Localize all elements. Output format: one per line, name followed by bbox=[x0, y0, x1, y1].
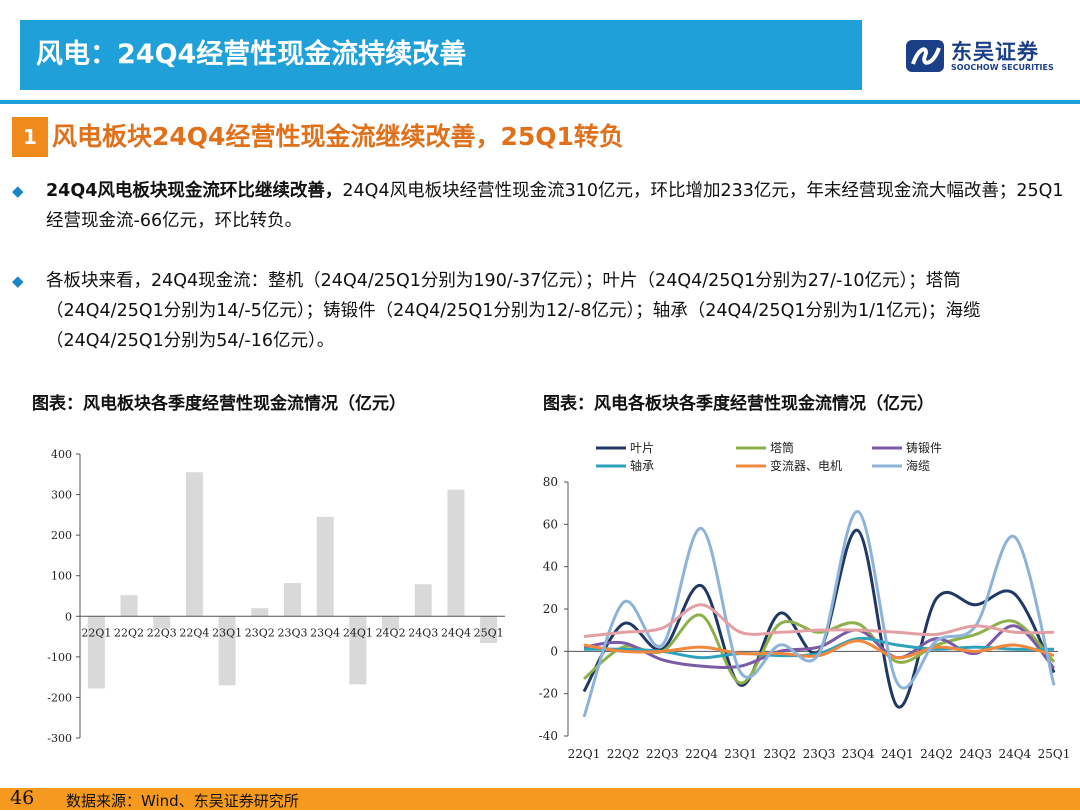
x-tick-label: 24Q1 bbox=[343, 626, 373, 639]
x-tick-label: 24Q4 bbox=[441, 626, 471, 639]
bullet-1: ◆ 24Q4风电板块现金流环比继续改善，24Q4风电板块经营性现金流310亿元，… bbox=[12, 176, 1072, 236]
legend-label: 海缆 bbox=[906, 458, 930, 473]
bar-23Q1 bbox=[218, 616, 236, 686]
x-tick-label: 22Q2 bbox=[114, 626, 144, 639]
x-tick-label: 22Q3 bbox=[147, 626, 177, 639]
y-tick-label: 200 bbox=[51, 529, 72, 542]
x-tick-label: 25Q1 bbox=[1038, 747, 1071, 761]
x-tick-label: 25Q1 bbox=[474, 626, 504, 639]
bullet-2-text: 各板块来看，24Q4现金流：整机（24Q4/25Q1分别为190/-37亿元）；… bbox=[46, 266, 1072, 356]
footer-bar bbox=[0, 788, 1080, 810]
brand-logo: 东吴证券 SOOCHOW SECURITIES bbox=[905, 36, 1065, 76]
x-tick-label: 23Q3 bbox=[277, 626, 307, 639]
diamond-bullet-icon: ◆ bbox=[12, 272, 24, 290]
x-tick-label: 23Q3 bbox=[803, 747, 836, 761]
data-source: 数据来源：Wind、东吴证券研究所 bbox=[66, 792, 299, 810]
diamond-bullet-icon: ◆ bbox=[12, 182, 24, 200]
bar-24Q2 bbox=[382, 616, 400, 630]
y-tick-label: -100 bbox=[47, 651, 72, 664]
legend-label: 变流器、电机 bbox=[770, 458, 842, 473]
x-tick-label: 24Q2 bbox=[920, 747, 953, 761]
x-tick-label: 23Q1 bbox=[212, 626, 242, 639]
bar-24Q1 bbox=[349, 616, 367, 685]
x-tick-label: 24Q3 bbox=[959, 747, 992, 761]
legend-label: 叶片 bbox=[630, 441, 654, 455]
y-tick-label: -40 bbox=[539, 729, 558, 743]
legend-label: 轴承 bbox=[630, 458, 654, 473]
x-tick-label: 22Q3 bbox=[646, 747, 679, 761]
y-tick-label: -200 bbox=[47, 691, 72, 704]
bar-22Q2 bbox=[120, 595, 138, 617]
bar-24Q4 bbox=[447, 489, 465, 617]
x-tick-label: 22Q2 bbox=[607, 747, 640, 761]
bullet-2-body: 各板块来看，24Q4现金流：整机（24Q4/25Q1分别为190/-37亿元）；… bbox=[46, 271, 981, 351]
y-tick-label: 300 bbox=[51, 489, 72, 502]
x-tick-label: 24Q1 bbox=[881, 747, 914, 761]
y-tick-label: 0 bbox=[65, 610, 72, 623]
header-divider bbox=[0, 100, 1080, 104]
x-tick-label: 24Q4 bbox=[998, 747, 1031, 761]
x-tick-label: 23Q1 bbox=[724, 747, 757, 761]
title-bar: 风电：24Q4经营性现金流持续改善 bbox=[20, 20, 862, 90]
logo-text-cn: 东吴证券 bbox=[951, 40, 1039, 64]
y-tick-label: 60 bbox=[543, 517, 558, 531]
bar-22Q1 bbox=[87, 616, 105, 689]
right-chart-title: 图表：风电各板块各季度经营性现金流情况（亿元） bbox=[543, 394, 934, 414]
bar-23Q4 bbox=[316, 516, 334, 617]
section-number: 1 bbox=[12, 117, 48, 157]
y-tick-label: 80 bbox=[543, 475, 558, 489]
bar-25Q1 bbox=[480, 616, 498, 644]
x-tick-label: 22Q1 bbox=[81, 626, 111, 639]
legend-label: 铸锻件 bbox=[906, 440, 942, 455]
y-tick-label: 100 bbox=[51, 570, 72, 583]
line-chart: -40 -20 0 20 40 60 80 22Q1 22Q2 22Q3 22Q4 23Q1 23Q2 2… bbox=[539, 440, 1071, 761]
bar-22Q3 bbox=[153, 616, 171, 629]
bar-23Q3 bbox=[284, 583, 301, 617]
y-tick-label: 20 bbox=[543, 602, 558, 616]
x-tick-label: 22Q1 bbox=[568, 747, 601, 761]
x-tick-label: 23Q2 bbox=[245, 626, 275, 639]
x-tick-label: 23Q4 bbox=[310, 626, 340, 639]
x-tick-label: 22Q4 bbox=[685, 747, 718, 761]
x-tick-label: 23Q4 bbox=[842, 747, 875, 761]
left-chart-title: 图表：风电板块各季度经营性现金流情况（亿元） bbox=[32, 394, 406, 414]
bullet-1-bold: 24Q4风电板块现金流环比继续改善， bbox=[46, 181, 343, 201]
page-title: 风电：24Q4经营性现金流持续改善 bbox=[36, 39, 467, 70]
x-tick-label: 23Q2 bbox=[763, 747, 796, 761]
x-tick-label: 24Q2 bbox=[376, 626, 406, 639]
bar-24Q3 bbox=[414, 584, 432, 617]
logo-text-en: SOOCHOW SECURITIES bbox=[951, 63, 1054, 72]
x-tick-label: 22Q4 bbox=[179, 626, 209, 639]
bar-chart: -300 -200 -100 0 100 200 300 400 22Q1 22Q2 22Q3 22Q… bbox=[47, 448, 505, 745]
x-tick-label: 24Q3 bbox=[408, 626, 438, 639]
series-line-6 bbox=[582, 510, 1056, 718]
y-tick-label: -20 bbox=[539, 687, 558, 701]
logo-mark-icon bbox=[906, 40, 944, 72]
page-number: 46 bbox=[10, 787, 35, 809]
section-title: 风电板块24Q4经营性现金流继续改善，25Q1转负 bbox=[52, 122, 624, 151]
y-tick-label: 400 bbox=[51, 448, 72, 461]
bullet-1-body: 24Q4风电板块经营性现金流310亿元，环比增加233亿元，年末经营现金流大幅改… bbox=[46, 181, 1064, 231]
bar-22Q4 bbox=[185, 472, 203, 617]
legend-label: 塔筒 bbox=[770, 440, 794, 455]
bullet-2: ◆ 各板块来看，24Q4现金流：整机（24Q4/25Q1分别为190/-37亿元… bbox=[12, 266, 1072, 356]
y-tick-label: 40 bbox=[543, 560, 558, 574]
series-line-3 bbox=[583, 624, 1056, 670]
y-tick-label: -300 bbox=[47, 732, 72, 745]
y-tick-label: 0 bbox=[550, 644, 558, 658]
series-line-1 bbox=[582, 529, 1056, 709]
bar-23Q2 bbox=[251, 608, 269, 617]
series-line-7 bbox=[583, 603, 1055, 639]
bullet-1-text: 24Q4风电板块现金流环比继续改善，24Q4风电板块经营性现金流310亿元，环比… bbox=[46, 176, 1072, 236]
